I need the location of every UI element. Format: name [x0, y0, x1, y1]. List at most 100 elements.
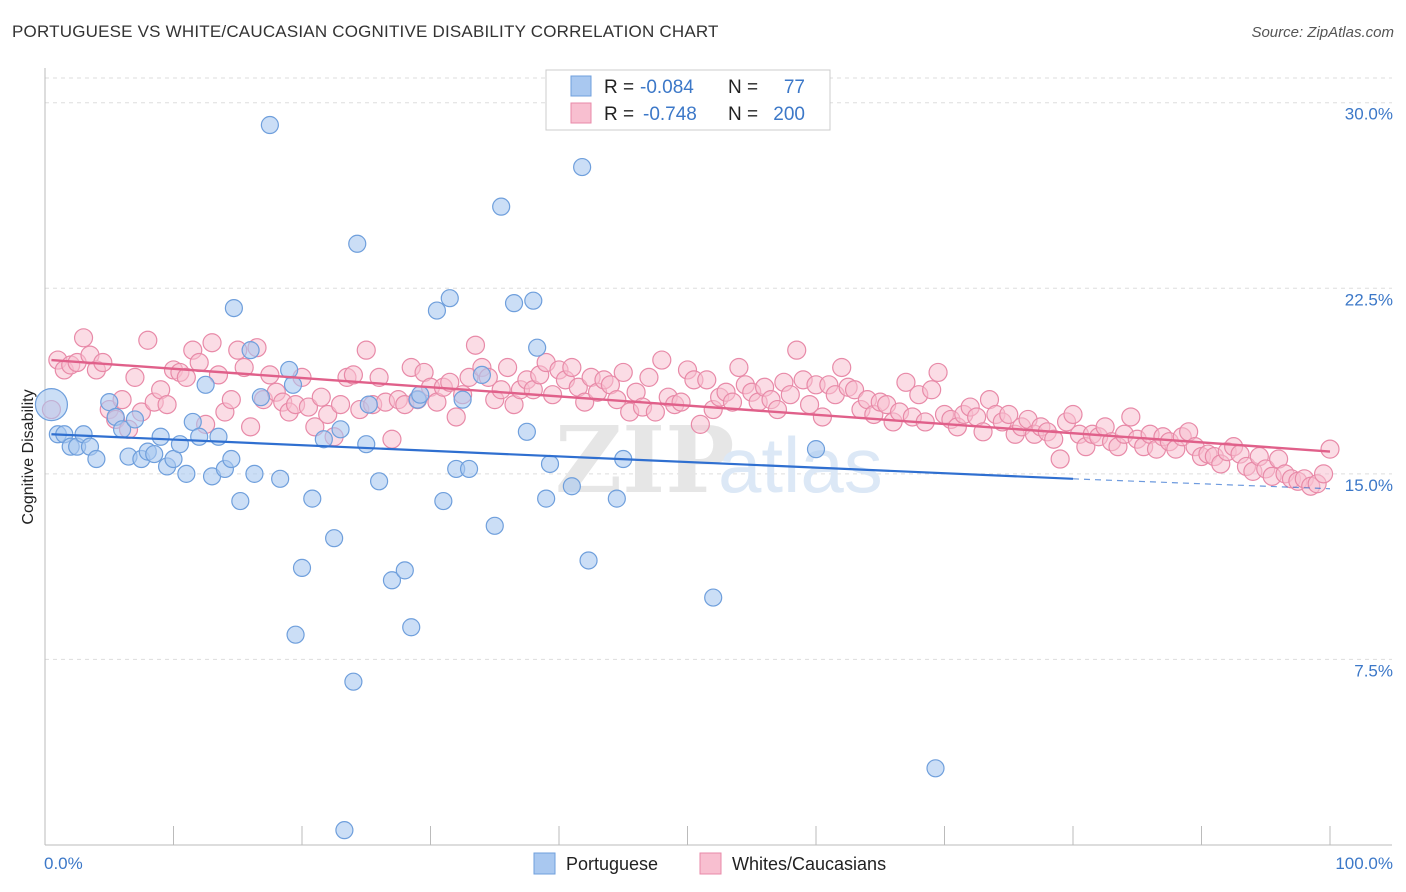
whites-caucasians-point-15 — [138, 330, 158, 350]
whites-caucasians-point-45 — [330, 394, 351, 415]
whites-caucasians-point-89 — [613, 362, 633, 383]
whites-caucasians-point-125 — [844, 380, 865, 400]
x-tick-label-max: 100.0% — [1335, 854, 1393, 873]
legend-n-value-portuguese: 77 — [784, 77, 805, 98]
whites-caucasians-point-71 — [498, 357, 518, 378]
portuguese-point-27 — [222, 449, 241, 469]
portuguese-point-54 — [427, 301, 447, 320]
bottom-legend-label-portuguese: Portuguese — [566, 854, 658, 874]
portuguese-point-22 — [190, 427, 209, 446]
whites-caucasians-point-47 — [343, 365, 363, 385]
portuguese-point-30 — [241, 341, 260, 360]
portuguese-point-32 — [251, 388, 270, 407]
legend-n-label-whites: N = — [728, 104, 758, 125]
portuguese-point-28 — [224, 299, 243, 318]
portuguese-point-23 — [196, 375, 215, 394]
portuguese-point-43 — [335, 821, 354, 840]
y-tick-labels: 7.5% 15.0% 22.5% 30.0% — [1345, 105, 1393, 681]
whites-caucasians-point-116 — [787, 340, 807, 360]
portuguese-point-53 — [411, 385, 430, 404]
whites-caucasians-point-133 — [896, 372, 916, 392]
portuguese-point-15 — [145, 444, 164, 464]
whites-caucasians-trend-line — [51, 358, 1331, 453]
portuguese-point-37 — [286, 625, 305, 644]
portuguese-point-41 — [325, 529, 344, 548]
whites-caucasians-point-5 — [73, 328, 94, 348]
portuguese-point-66 — [528, 338, 547, 357]
whites-caucasians-point-198 — [1313, 464, 1334, 484]
portuguese-point-38 — [292, 558, 312, 577]
portuguese-point-29 — [231, 491, 250, 511]
trend-lines — [51, 358, 1331, 490]
portuguese-point-56 — [440, 289, 459, 308]
portuguese-point-74 — [806, 440, 826, 459]
portuguese-trend-extension — [1072, 478, 1331, 490]
portuguese-point-33 — [260, 115, 279, 135]
portuguese-point-69 — [562, 477, 581, 496]
whites-caucasians-point-23 — [189, 352, 209, 373]
portuguese-point-45 — [348, 234, 367, 253]
watermark: ZIP atlas — [555, 406, 883, 514]
chart-title: PORTUGUESE VS WHITE/CAUCASIAN COGNITIVE … — [12, 22, 719, 41]
portuguese-point-62 — [492, 197, 511, 216]
portuguese-point-61 — [485, 516, 504, 535]
portuguese-point-48 — [370, 472, 389, 491]
portuguese-point-44 — [344, 672, 363, 691]
portuguese-point-72 — [607, 489, 626, 508]
portuguese-point-39 — [303, 489, 322, 508]
legend-r-value-whites: -0.748 — [643, 104, 697, 125]
y-tick-label-3: 30.0% — [1345, 105, 1393, 124]
whites-caucasians-point-62 — [440, 372, 460, 392]
whites-caucasians-point-137 — [922, 380, 942, 400]
y-tick-label-1: 15.0% — [1345, 476, 1393, 495]
whites-caucasians-point-51 — [369, 367, 389, 387]
portuguese-point-63 — [504, 294, 524, 313]
whites-caucasians-point-159 — [1063, 404, 1083, 425]
portuguese-point-50 — [395, 561, 414, 580]
portuguese-point-49 — [382, 571, 402, 590]
whites-caucasians-point-42 — [311, 387, 331, 407]
whites-caucasians-point-138 — [928, 362, 948, 383]
portuguese-point-75 — [926, 759, 945, 778]
x-tick-label-min: 0.0% — [44, 854, 83, 873]
whites-caucasians-point-123 — [832, 357, 852, 378]
whites-caucasians-point-26 — [208, 365, 229, 385]
portuguese-point-47 — [359, 395, 378, 414]
whites-caucasians-point-107 — [729, 357, 749, 378]
portuguese-point-0 — [34, 387, 69, 422]
y-tick-label-0: 7.5% — [1354, 661, 1393, 680]
whites-caucasians-point-168 — [1121, 407, 1141, 427]
axes — [44, 68, 1392, 846]
whites-caucasians-point-113 — [767, 399, 788, 420]
whites-caucasians-point-70 — [491, 380, 511, 400]
bottom-legend-swatch-portuguese — [533, 852, 556, 875]
portuguese-point-42 — [331, 420, 350, 439]
portuguese-point-31 — [245, 464, 264, 483]
whites-caucasians-point-102 — [697, 370, 717, 390]
legend-box — [545, 69, 831, 131]
legend-n-label-portuguese: N = — [728, 77, 758, 98]
portuguese-point-70 — [573, 157, 592, 177]
whites-caucasians-point-63 — [446, 407, 466, 427]
portuguese-point-67 — [537, 489, 556, 508]
bottom-legend-label-whites: Whites/Caucasians — [732, 854, 886, 874]
whites-caucasians-point-115 — [780, 385, 800, 405]
whites-caucasians-point-43 — [318, 404, 338, 425]
portuguese-point-59 — [459, 459, 479, 479]
whites-caucasians-point-94 — [645, 402, 665, 422]
whites-caucasians-point-93 — [639, 367, 659, 387]
portuguese-point-34 — [271, 469, 290, 488]
whites-caucasians-point-13 — [125, 367, 145, 387]
y-axis-title: Cognitive Disability — [20, 389, 37, 524]
whites-caucasians-point-95 — [652, 350, 672, 370]
portuguese-point-46 — [357, 435, 376, 454]
whites-caucasians-point-106 — [722, 392, 743, 412]
whites-caucasians-point-28 — [221, 390, 241, 410]
whites-caucasians-point-21 — [176, 367, 196, 387]
legend-r-value-portuguese: -0.084 — [640, 77, 694, 98]
whites-caucasians-point-157 — [1050, 449, 1070, 469]
portuguese-trend-line — [51, 433, 1074, 480]
whites-caucasians-point-31 — [241, 417, 261, 437]
whites-caucasians-point-66 — [465, 335, 486, 355]
whites-caucasians-point-25 — [202, 333, 222, 353]
